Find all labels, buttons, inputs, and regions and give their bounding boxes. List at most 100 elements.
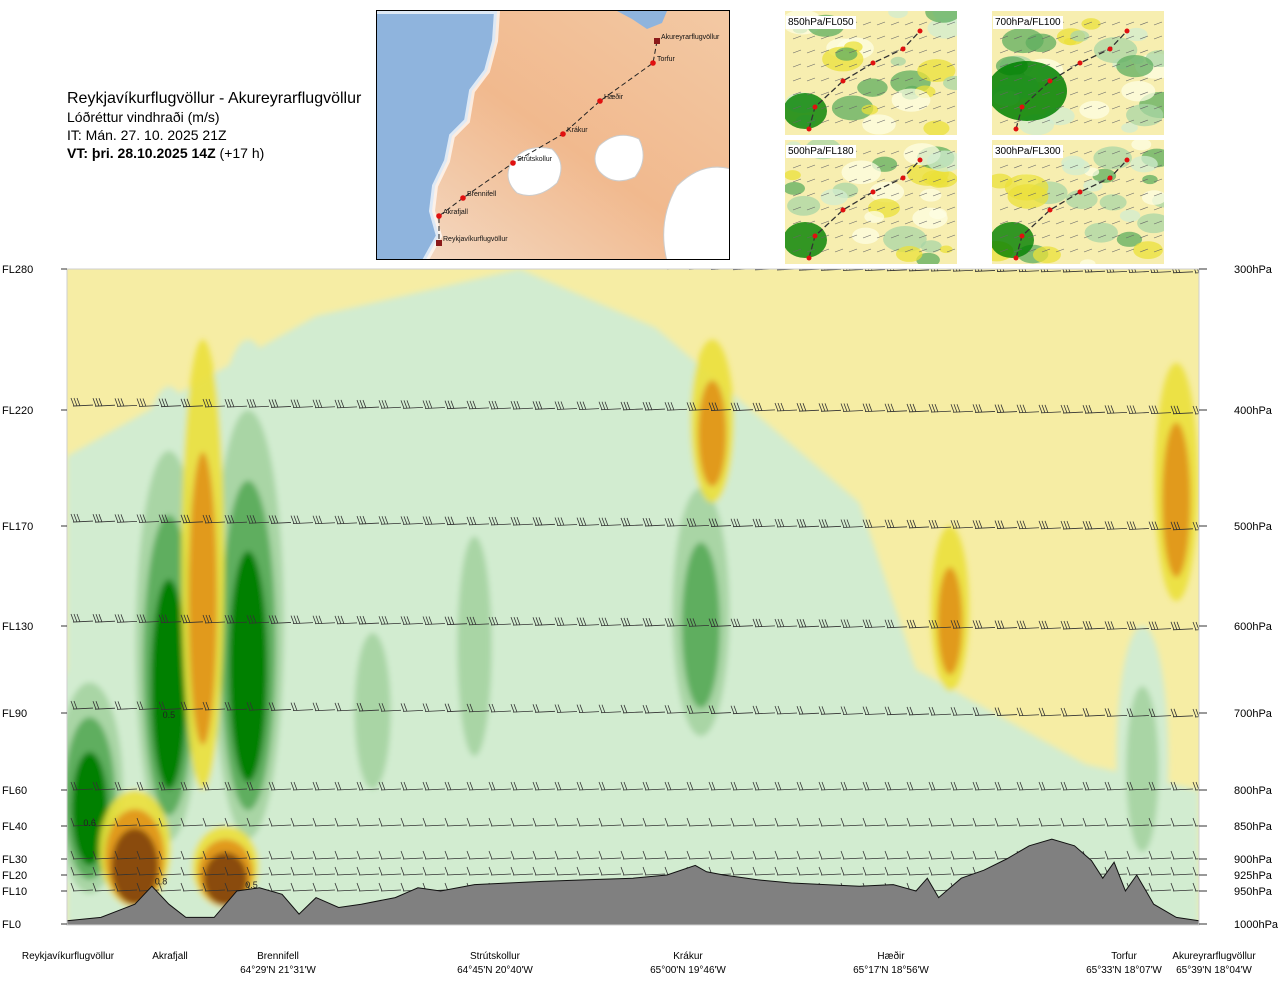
wind-barb [334, 866, 358, 876]
wind-barb [642, 850, 666, 860]
wind-barb [950, 520, 974, 529]
wind-barb [1106, 269, 1128, 273]
wind-barb [444, 400, 468, 410]
wind-barb [511, 262, 533, 268]
wind-barb [136, 701, 160, 710]
wind-barb [268, 515, 292, 524]
wind-barb [1016, 520, 1040, 530]
wind-barb [972, 620, 996, 629]
wind-barb [688, 269, 705, 270]
wind-barb [752, 518, 776, 528]
thumbnail-0[interactable]: 850hPa/FL050 [785, 11, 957, 135]
wind-barb [686, 850, 710, 860]
wind-barb [114, 850, 138, 860]
wind-barb [972, 781, 996, 791]
wind-barb [818, 817, 842, 827]
wind-barb [114, 701, 138, 710]
wind-barb [1038, 520, 1062, 530]
wind-barb [92, 398, 116, 407]
wind-barb [774, 705, 798, 715]
wind-barb [379, 262, 401, 267]
wind-barb [466, 866, 490, 876]
title-block: Reykjavíkurflugvöllur - Akureyrarflugvöl… [67, 90, 361, 162]
wind-barb [752, 618, 776, 628]
wind-barb [1170, 405, 1194, 415]
wind-barb [1170, 850, 1194, 860]
wind-barb [1038, 781, 1062, 791]
thumbnail-3[interactable]: 300hPa/FL300 [992, 140, 1164, 264]
wind-barb [884, 706, 908, 716]
wind-barb [620, 517, 644, 527]
wind-barb [708, 850, 732, 860]
wind-barb [576, 781, 600, 791]
y-right-tick-label: 900hPa [1234, 854, 1273, 866]
wind-barb [115, 262, 137, 265]
wind-barb [972, 404, 996, 413]
downdraft-core [937, 567, 963, 675]
route-point-label: Hæðir [604, 93, 624, 101]
wind-barb [532, 817, 556, 827]
wind-barb [1170, 621, 1194, 631]
wind-barb [114, 781, 138, 791]
y-left-tick-label: FL0 [2, 919, 21, 931]
wind-barb [158, 866, 182, 876]
wind-barb [312, 781, 336, 791]
wind-barb [1170, 866, 1194, 876]
y-right-tick-label: 500hPa [1234, 521, 1273, 533]
route-point-label: Akrafjall [443, 209, 468, 216]
wind-barb [1148, 850, 1172, 860]
y-left-tick-label: FL60 [2, 785, 27, 797]
wind-barb [598, 401, 622, 411]
wind-barb [1082, 521, 1106, 530]
wind-barb [642, 517, 666, 527]
route-point-label: Akureyrarflugvöllur [661, 34, 720, 41]
wind-barb [708, 518, 732, 527]
wind-barb [576, 401, 600, 411]
wind-barb [1148, 621, 1172, 631]
contour-label: 0.8 [155, 877, 168, 887]
wind-barb [466, 516, 490, 526]
wind-barb [356, 781, 380, 791]
thumbnail-2[interactable]: 500hPa/FL180 [785, 140, 957, 264]
wind-barb [752, 866, 776, 876]
route-waypoint-marker [650, 60, 656, 66]
wind-barb [972, 850, 996, 860]
wind-barb [1060, 781, 1084, 791]
y-left-tick-label: FL90 [2, 708, 27, 720]
wind-barb [488, 516, 512, 526]
wind-barb [974, 269, 996, 272]
wind-barb [1060, 817, 1084, 827]
thumbnail-label: 850hPa/FL050 [786, 16, 856, 29]
wind-barb [1148, 708, 1172, 718]
wind-barb [93, 262, 115, 265]
wind-barb [202, 817, 226, 827]
y-left-tick-label: FL30 [2, 854, 27, 866]
wind-barb [840, 519, 864, 528]
wind-barb [136, 850, 160, 860]
wind-barb [444, 850, 468, 860]
wind-barb [1148, 882, 1172, 892]
wind-barb [202, 882, 226, 892]
route-waypoint-marker [436, 213, 442, 219]
wind-barb [202, 866, 226, 876]
wind-barb [1082, 817, 1106, 827]
wind-barb [488, 817, 512, 827]
updraft-core [228, 551, 268, 782]
wind-barb [642, 817, 666, 827]
thumbnail-1[interactable]: 700hPa/FL100 [992, 11, 1164, 135]
wind-barb [334, 781, 358, 791]
wind-barb [1148, 521, 1172, 531]
wind-barb [1172, 269, 1194, 274]
wind-barb [774, 817, 798, 827]
wind-barb [136, 781, 160, 791]
wind-barb [1126, 781, 1150, 791]
wind-barb [92, 781, 116, 791]
wind-barb [159, 262, 181, 266]
wind-barb [532, 517, 556, 526]
wind-barb [158, 514, 182, 524]
wind-barb [1082, 781, 1106, 791]
route-map[interactable]: Akureyrarflugvöllur Torfur Hæðir Krákur Strú… [376, 10, 730, 260]
wind-barb [1170, 817, 1194, 827]
valid-time-offset: (+17 h) [215, 145, 265, 161]
wind-barb [510, 866, 534, 876]
